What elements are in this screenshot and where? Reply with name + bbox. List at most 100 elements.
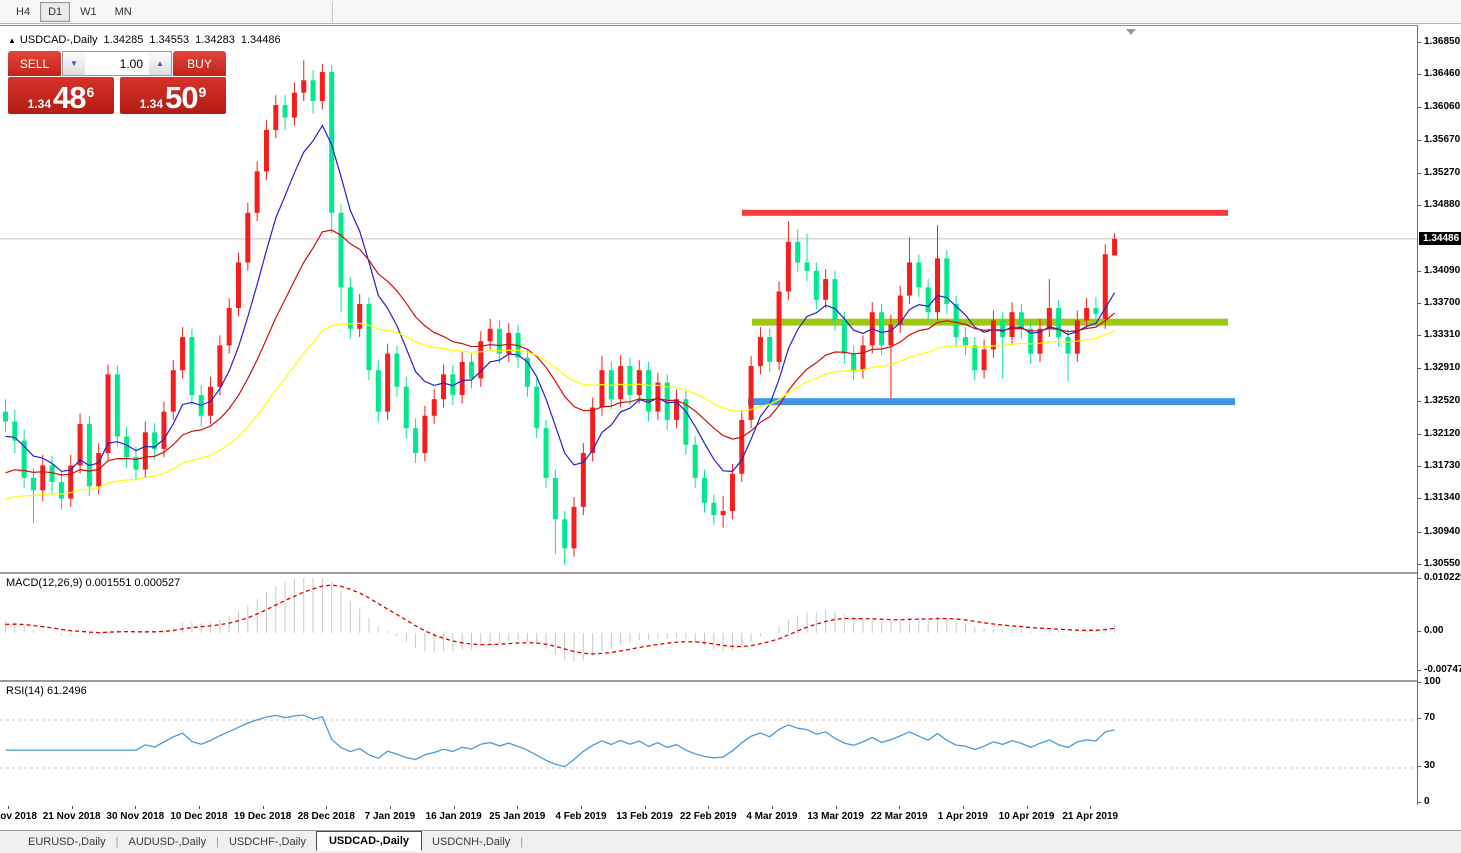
macd-chart[interactable] xyxy=(0,574,1417,680)
bear-candle xyxy=(1065,337,1071,354)
bull-candle xyxy=(478,341,484,379)
ma-medium xyxy=(5,229,1115,476)
date-tick-label: 28 Dec 2018 xyxy=(297,811,355,822)
bull-candle xyxy=(1074,320,1080,354)
sell-button[interactable]: SELL xyxy=(8,51,61,76)
chart-tab-eurusd[interactable]: EURUSD-,Daily xyxy=(28,836,106,848)
bull-candle xyxy=(1084,308,1090,321)
bull-candle xyxy=(599,370,605,408)
buy-button[interactable]: BUY xyxy=(173,51,226,76)
bear-candle xyxy=(851,353,857,371)
chart-tab-usdcad[interactable]: USDCAD-,Daily xyxy=(315,831,423,851)
chart-tab-audusd[interactable]: AUDUSD-,Daily xyxy=(128,836,207,848)
date-tick-label: 22 Mar 2019 xyxy=(870,811,928,822)
timeframe-toolbar: H4 D1 W1 MN xyxy=(0,0,1461,24)
volume-increase-icon[interactable]: ▲ xyxy=(149,52,171,75)
bear-candle xyxy=(804,262,810,271)
price-tick-label: 1.34090 xyxy=(1424,265,1461,276)
bull-candle xyxy=(1102,254,1108,319)
bull-candle xyxy=(459,361,465,396)
bull-candle xyxy=(105,374,111,454)
macd-zero-label: 0.00 xyxy=(1424,625,1444,636)
bull-candle xyxy=(180,337,186,371)
bear-candle xyxy=(534,386,540,429)
toolbar-separator xyxy=(332,2,334,22)
date-tick-label: 4 Mar 2019 xyxy=(746,811,798,822)
bear-candle xyxy=(627,366,633,396)
rsi-tick-label: 0 xyxy=(1424,796,1430,807)
bear-candle xyxy=(1000,320,1006,338)
bull-candle xyxy=(571,506,577,549)
bear-candle xyxy=(664,382,670,420)
one-click-trading-panel: SELL ▼ ▲ BUY 1.34 48 6 1.34 50 9 xyxy=(8,51,226,114)
date-tick-label: 13 Feb 2019 xyxy=(616,811,673,822)
bull-candle xyxy=(823,279,829,300)
date-tick-label: 1 Apr 2019 xyxy=(937,811,988,822)
bear-candle xyxy=(1028,328,1034,354)
timeframe-button-w1[interactable]: W1 xyxy=(80,5,97,18)
collapse-trade-panel-icon[interactable]: ▲ xyxy=(8,36,16,45)
bear-candle xyxy=(1093,308,1099,314)
bull-candle xyxy=(1009,312,1015,338)
bull-candle xyxy=(897,295,903,325)
bear-candle xyxy=(338,212,344,288)
bear-candle xyxy=(543,428,549,478)
bull-candle xyxy=(655,382,661,412)
bear-candle xyxy=(692,444,698,478)
rsi-indicator-panel[interactable]: RSI(14) 61.2496 xyxy=(0,680,1417,808)
bear-candle xyxy=(795,241,801,263)
tab-separator: | xyxy=(115,836,119,848)
chart-shift-marker-icon[interactable] xyxy=(1126,29,1136,35)
bull-candle xyxy=(422,415,428,454)
date-tick-label: 10 Apr 2019 xyxy=(998,811,1055,822)
chart-tab-usdcnh[interactable]: USDCNH-,Daily xyxy=(432,836,511,848)
bull-candle xyxy=(907,262,913,296)
bear-candle xyxy=(832,279,838,321)
bear-candle xyxy=(683,399,689,445)
timeframe-button-mn[interactable]: MN xyxy=(114,5,132,18)
volume-input[interactable] xyxy=(85,52,149,75)
bull-candle xyxy=(580,453,586,507)
pivot-line[interactable] xyxy=(752,318,1228,326)
bear-candle xyxy=(944,258,950,304)
bear-candle xyxy=(962,337,968,346)
bull-candle xyxy=(1112,238,1118,256)
timeframe-button-d1[interactable]: D1 xyxy=(40,1,71,22)
bull-candle xyxy=(1037,328,1043,354)
bear-candle xyxy=(813,270,819,300)
candlestick-chart[interactable] xyxy=(0,26,1417,571)
support-line[interactable] xyxy=(748,398,1235,406)
bear-candle xyxy=(916,262,922,288)
bear-candle xyxy=(403,386,409,429)
bull-candle xyxy=(785,241,791,292)
bull-candle xyxy=(590,407,596,454)
sell-price-pip: 6 xyxy=(86,84,95,100)
bear-candle xyxy=(49,465,55,483)
bull-candle xyxy=(739,419,745,474)
date-tick-label: 21 Nov 2018 xyxy=(42,811,101,822)
timeframe-button-h4[interactable]: H4 xyxy=(16,5,31,18)
bull-candle xyxy=(161,411,167,449)
chart-tab-usdchf[interactable]: USDCHF-,Daily xyxy=(228,836,306,848)
bear-candle xyxy=(282,105,288,118)
volume-decrease-icon[interactable]: ▼ xyxy=(63,52,85,75)
buy-price-tile[interactable]: 1.34 50 9 xyxy=(120,77,226,114)
price-tick-label: 1.36460 xyxy=(1424,68,1461,79)
resistance-line[interactable] xyxy=(742,209,1228,216)
sell-price-tile[interactable]: 1.34 48 6 xyxy=(8,77,114,114)
price-tick-label: 1.36060 xyxy=(1424,101,1461,112)
bull-candle xyxy=(263,129,269,172)
price-chart-panel[interactable]: ▲ USDCAD-,Daily 1.34285 1.34553 1.34283 1.344… xyxy=(0,25,1417,571)
bear-candle xyxy=(189,337,195,396)
date-tick-label: 7 Jan 2019 xyxy=(364,811,416,822)
date-axis[interactable]: 12 Nov 2018 21 Nov 2018 30 Nov 2018 10 Dec … xyxy=(0,806,1417,829)
bull-candle xyxy=(77,424,83,466)
bear-candle xyxy=(366,303,372,371)
current-price-tag: 1.34486 xyxy=(1419,232,1461,245)
macd-indicator-panel[interactable]: MACD(12,26,9) 0.001551 0.000527 xyxy=(0,572,1417,680)
rsi-chart[interactable] xyxy=(0,682,1417,807)
bull-candle xyxy=(674,399,680,420)
price-axis[interactable]: 1.36850 1.36460 1.36060 1.35670 1.35270 1.348… xyxy=(1417,25,1461,807)
buy-price-prefix: 1.34 xyxy=(139,97,164,111)
price-tick-label: 1.31730 xyxy=(1424,460,1461,471)
